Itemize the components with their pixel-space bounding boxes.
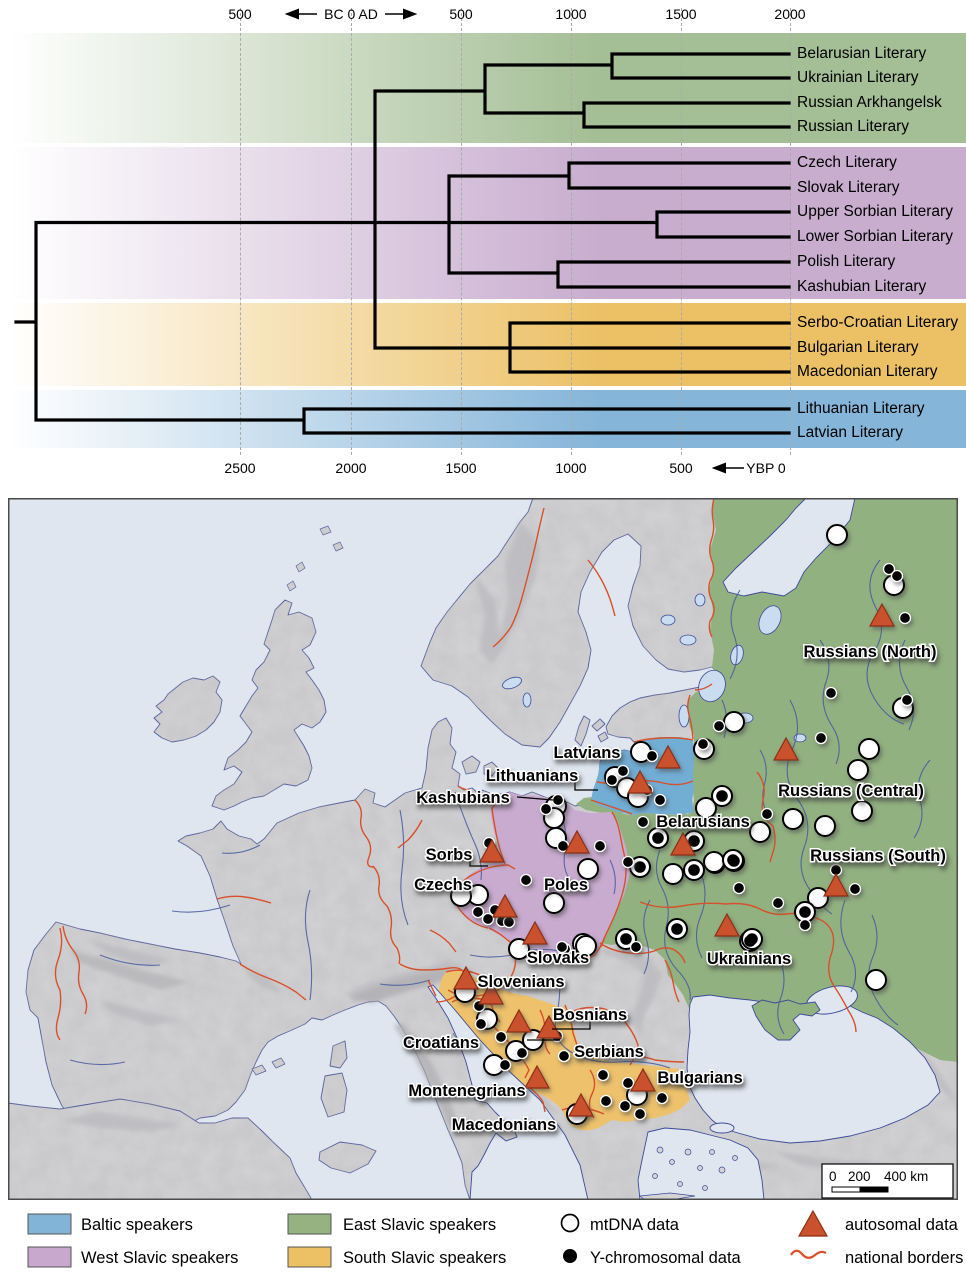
svg-text:Russians (Central): Russians (Central) (778, 782, 924, 800)
svg-text:Bulgarians: Bulgarians (657, 1069, 742, 1087)
svg-text:Serbians: Serbians (574, 1043, 644, 1061)
svg-text:Y-chromosomal data: Y-chromosomal data (590, 1249, 742, 1267)
svg-text:Lithuanians: Lithuanians (486, 767, 579, 785)
svg-text:Montenegrians: Montenegrians (408, 1082, 525, 1100)
svg-text:Macedonians: Macedonians (452, 1116, 557, 1134)
svg-text:200: 200 (848, 1169, 871, 1184)
svg-text:Russians (North): Russians (North) (804, 643, 937, 661)
svg-text:Russians (South): Russians (South) (810, 847, 946, 865)
svg-text:Baltic speakers: Baltic speakers (81, 1216, 193, 1234)
svg-text:autosomal data: autosomal data (845, 1216, 959, 1234)
svg-text:Kashubians: Kashubians (416, 789, 510, 807)
svg-text:South Slavic speakers: South Slavic speakers (343, 1249, 506, 1267)
svg-text:East Slavic speakers: East Slavic speakers (343, 1216, 496, 1234)
svg-text:Czechs: Czechs (414, 876, 472, 894)
svg-text:Poles: Poles (544, 876, 588, 894)
svg-text:mtDNA data: mtDNA data (590, 1216, 680, 1234)
svg-text:West Slavic speakers: West Slavic speakers (81, 1249, 238, 1267)
svg-text:Croatians: Croatians (403, 1034, 479, 1052)
svg-text:Ukrainians: Ukrainians (707, 950, 791, 968)
svg-text:Latvians: Latvians (554, 744, 621, 762)
svg-text:0: 0 (829, 1169, 837, 1184)
svg-text:Slovenians: Slovenians (477, 973, 564, 991)
svg-text:national borders: national borders (845, 1249, 963, 1267)
svg-text:Bosnians: Bosnians (553, 1006, 627, 1024)
svg-text:400 km: 400 km (884, 1169, 928, 1184)
svg-text:Sorbs: Sorbs (426, 846, 473, 864)
svg-text:Belarusians: Belarusians (656, 813, 750, 831)
svg-text:Slovaks: Slovaks (527, 949, 589, 967)
